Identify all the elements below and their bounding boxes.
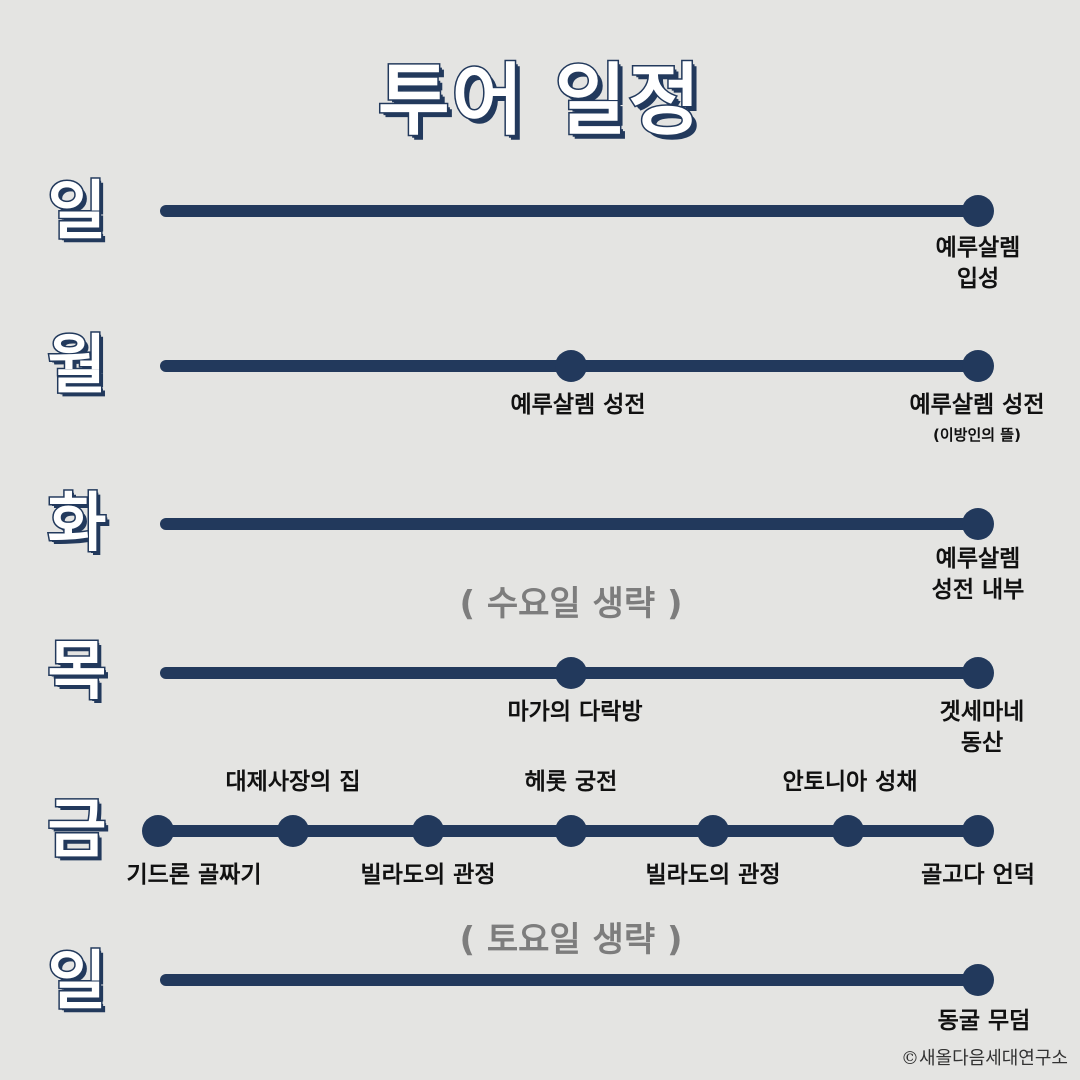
timeline-node	[555, 815, 587, 847]
copyright-watermark: ©새올다음세대연구소	[900, 1048, 1068, 1069]
timeline-node	[555, 350, 587, 382]
stop-label: 예루살렘 성전 내부	[931, 546, 1025, 603]
stop-label: 안토니아 성채	[782, 769, 918, 795]
stop-label: 예루살렘 성전	[909, 392, 1045, 418]
page-title: 투어 일정	[376, 55, 703, 148]
day-label-thursday: 목	[46, 635, 108, 709]
day-label-friday: 금	[46, 793, 108, 867]
stop-label: 예루살렘 입성	[935, 235, 1021, 292]
omitted-day-note: ( 토요일 생략 )	[459, 920, 683, 960]
timeline-track	[160, 974, 978, 986]
stop-label: 기드론 골짜기	[126, 862, 262, 888]
day-label-monday: 월	[46, 329, 108, 403]
timeline-track	[160, 518, 978, 530]
stop-label: 빌라도의 관정	[360, 862, 496, 888]
stop-label: 겟세마네 동산	[939, 699, 1025, 756]
timeline-node	[277, 815, 309, 847]
timeline-node	[697, 815, 729, 847]
stop-note: (이방인의 뜰)	[933, 426, 1021, 444]
stop-label: 골고다 언덕	[921, 862, 1035, 888]
stop-label: 헤롯 궁전	[524, 769, 618, 795]
timeline-node	[142, 815, 174, 847]
stop-label: 대제사장의 집	[225, 769, 361, 795]
stop-label: 빌라도의 관정	[645, 862, 781, 888]
timeline-node	[962, 657, 994, 689]
timeline-node	[962, 815, 994, 847]
timeline-node	[962, 195, 994, 227]
timeline-node	[962, 350, 994, 382]
stop-label: 마가의 다락방	[507, 699, 643, 725]
timeline-node	[555, 657, 587, 689]
stop-label: 동굴 무덤	[937, 1008, 1031, 1034]
omitted-day-note: ( 수요일 생략 )	[459, 584, 683, 624]
timeline-node	[412, 815, 444, 847]
day-label-sunday-2: 일	[46, 945, 108, 1019]
stop-label: 예루살렘 성전	[510, 392, 646, 418]
timeline-node	[962, 508, 994, 540]
timeline-node	[962, 964, 994, 996]
timeline-node	[832, 815, 864, 847]
day-label-sunday: 일	[46, 175, 108, 249]
timeline-track	[160, 205, 978, 217]
day-label-tuesday: 화	[46, 487, 108, 561]
